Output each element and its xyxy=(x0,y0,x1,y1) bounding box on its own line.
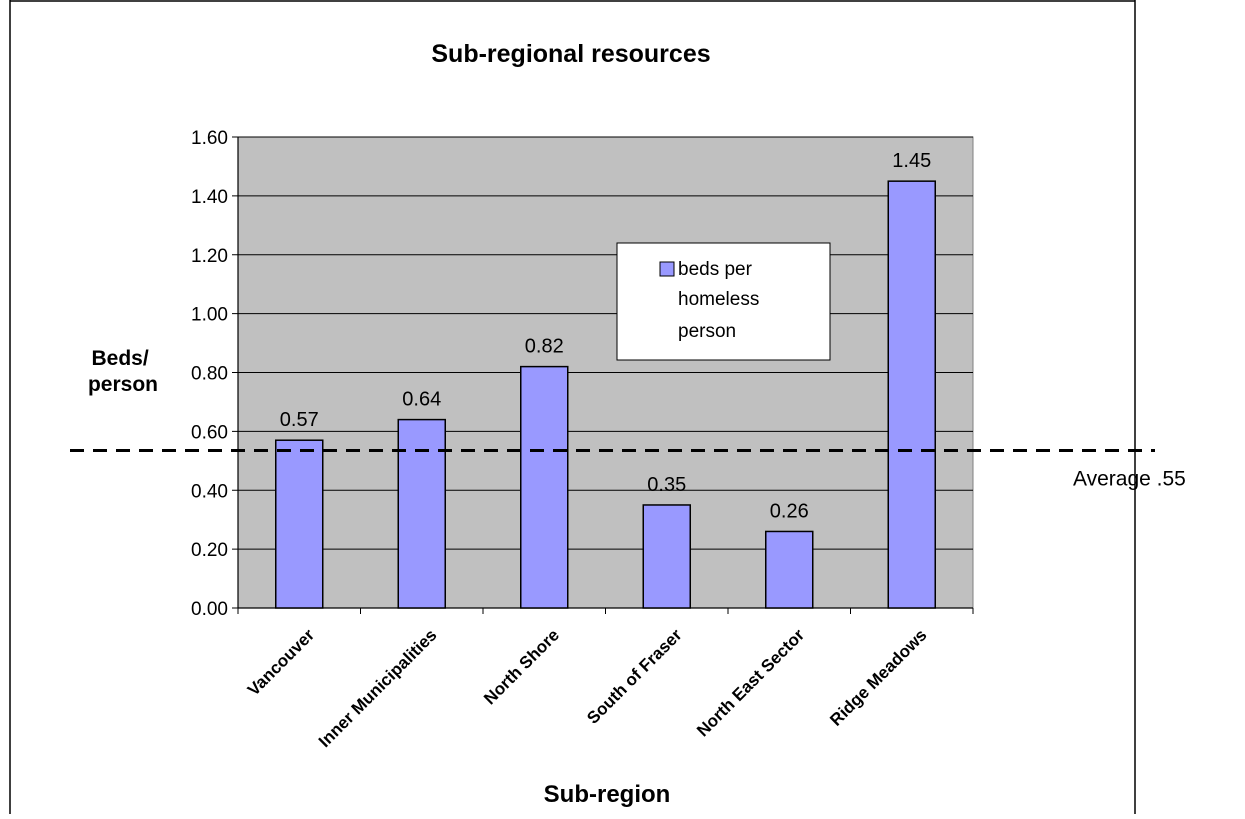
y-tick-label: 1.20 xyxy=(191,246,228,267)
y-tick-label: 1.40 xyxy=(191,187,228,208)
bar xyxy=(887,180,936,609)
legend: beds per homeless person xyxy=(616,242,831,361)
x-tick-label: North East Sector xyxy=(693,625,808,740)
y-axis-label: Beds/ person xyxy=(88,347,158,396)
data-label: 0.57 xyxy=(280,409,319,431)
x-tick-label: South of Fraser xyxy=(583,625,686,728)
y-tick-label: 0.80 xyxy=(191,364,228,385)
legend-label-line-1: beds per xyxy=(678,259,753,280)
y-tick-label: 0.00 xyxy=(191,599,228,620)
x-tick-label: Inner Municipalities xyxy=(315,625,441,751)
x-tick-label: Vancouver xyxy=(244,625,319,700)
bar xyxy=(397,418,446,609)
y-tick-label: 1.60 xyxy=(191,128,228,149)
data-label: 0.26 xyxy=(770,500,809,522)
bar xyxy=(520,365,569,609)
data-label: 0.64 xyxy=(402,389,441,411)
data-label: 0.82 xyxy=(525,336,564,358)
chart-title: Sub-regional resources xyxy=(431,40,710,68)
y-tick-label: 1.00 xyxy=(191,305,228,326)
y-tick-label: 0.60 xyxy=(191,422,228,443)
legend-label-line-3: person xyxy=(678,321,736,342)
legend-swatch xyxy=(659,261,675,277)
data-label: 0.35 xyxy=(647,474,686,496)
average-reference: Average .55 xyxy=(70,449,1186,491)
bar xyxy=(642,504,691,609)
data-label: 1.45 xyxy=(892,150,931,172)
y-axis-label-line-2: person xyxy=(88,373,158,396)
x-tick-label: North Shore xyxy=(480,625,563,708)
x-tick-label: Ridge Meadows xyxy=(826,625,930,729)
y-tick-label: 0.20 xyxy=(191,540,228,561)
x-axis-label: Sub-region xyxy=(544,781,671,808)
legend-label-line-2: homeless xyxy=(678,289,759,310)
plot-area: 0.00 0.20 0.40 0.60 0.80 1.00 1.20 1.40 1.60 0.57… xyxy=(191,128,974,751)
y-tick-label: 0.40 xyxy=(191,481,228,502)
bar xyxy=(765,530,814,609)
legend-label: beds per homeless person xyxy=(678,259,765,342)
legend-box xyxy=(616,242,831,361)
y-axis-label-line-1: Beds/ xyxy=(91,347,148,370)
bar xyxy=(275,439,324,609)
average-label: Average .55 xyxy=(1073,468,1186,491)
